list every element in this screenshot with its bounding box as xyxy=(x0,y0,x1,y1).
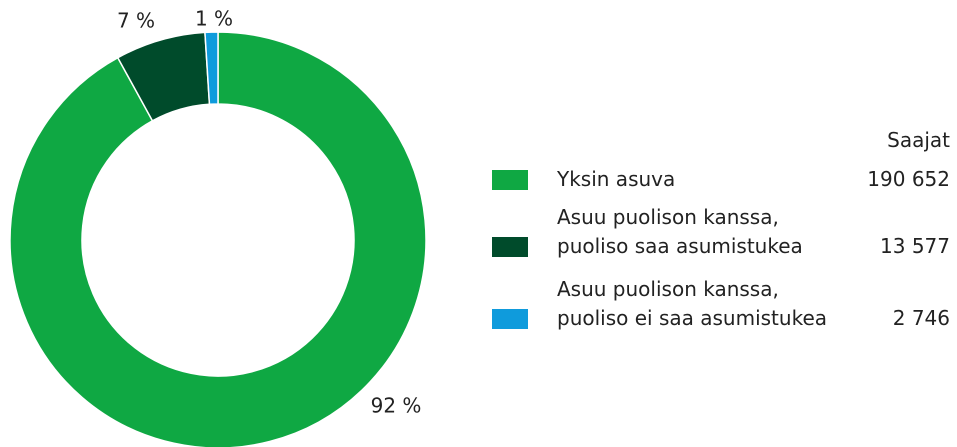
legend-row: Asuu puolison kanssa, puoliso ei saa asu… xyxy=(492,275,950,333)
legend-label: Yksin asuva xyxy=(557,167,676,191)
donut-slice xyxy=(204,31,219,106)
legend-label: Asuu puolison kanssa, puoliso saa asumis… xyxy=(557,205,803,258)
legend-count: 190 652 xyxy=(867,167,950,191)
legend-header: Saajat xyxy=(887,128,950,152)
legend-count: 13 577 xyxy=(880,234,950,258)
slice-label: 92 % xyxy=(371,394,422,418)
legend-count: 2 746 xyxy=(892,306,950,330)
legend-row: Yksin asuva 190 652 xyxy=(492,165,950,194)
legend-swatch xyxy=(492,170,528,190)
slice-label: 7 % xyxy=(117,9,155,33)
slice-label: 1 % xyxy=(195,7,233,31)
legend-swatch xyxy=(492,309,528,329)
legend-label: Asuu puolison kanssa, puoliso ei saa asu… xyxy=(557,277,827,330)
legend-swatch xyxy=(492,237,528,257)
legend-row: Asuu puolison kanssa, puoliso saa asumis… xyxy=(492,203,950,261)
donut-slice xyxy=(9,31,427,447)
